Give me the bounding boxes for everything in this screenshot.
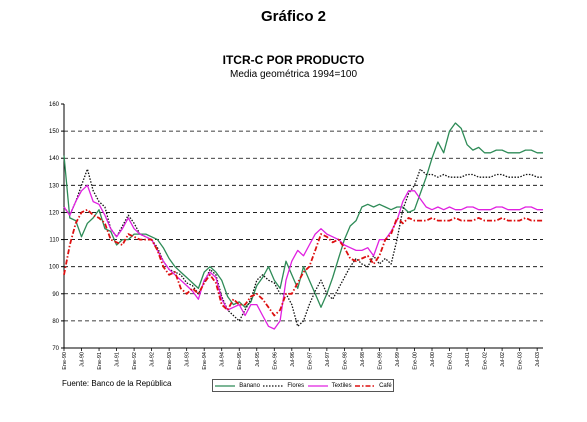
legend-label: Flores xyxy=(287,382,305,389)
x-tick-label: Jul-94 xyxy=(220,352,226,367)
x-tick-label: Jul-93 xyxy=(185,352,191,367)
x-tick-label: Jul-91 xyxy=(115,352,121,367)
source-note: Fuente: Banco de la República xyxy=(62,379,172,388)
legend-label: Café xyxy=(379,382,392,389)
x-tick-label: Ene-99 xyxy=(377,352,383,370)
x-tick-label: Ene-96 xyxy=(272,352,278,370)
y-tick-label: 120 xyxy=(49,210,60,216)
legend-item: Textiles xyxy=(307,383,352,389)
x-tick-label: Ene-95 xyxy=(237,352,243,370)
legend-label: Textiles xyxy=(331,382,352,389)
legend-swatch xyxy=(263,384,284,387)
x-tick-labels: Ene-90 Jul-90 Ene-91 Jul-91 Ene-92 Jul-92 Ene-… xyxy=(62,352,541,370)
y-tick-label: 70 xyxy=(52,346,59,352)
x-tick-label: Jul-98 xyxy=(360,352,366,367)
y-tick-label: 80 xyxy=(52,319,59,325)
legend-item: Flores xyxy=(262,383,304,389)
x-tick-label: Jul-02 xyxy=(500,352,506,367)
legend: Banano Flores Textiles Café xyxy=(212,379,394,392)
x-tick-label: Ene-93 xyxy=(167,352,173,370)
x-tick-label: Ene-01 xyxy=(448,352,454,370)
legend-swatch xyxy=(307,384,328,387)
chart-subtitle: Media geométrica 1994=100 xyxy=(229,69,358,80)
x-tick-label: Ene-02 xyxy=(483,352,489,370)
series-group xyxy=(63,122,543,330)
x-tick-label: Ene-03 xyxy=(518,352,524,370)
x-tick-label: Ene-91 xyxy=(97,352,103,370)
y-tick-label: 150 xyxy=(49,129,60,135)
y-tick-label: 130 xyxy=(49,183,60,189)
y-tick-label: 90 xyxy=(52,292,59,298)
legend-item: Café xyxy=(354,383,392,389)
x-tick-label: Jul-96 xyxy=(290,352,296,367)
x-tick-label: Jul-01 xyxy=(465,352,471,367)
x-tick-label: Ene-98 xyxy=(342,352,348,370)
x-tick-label: Jul-95 xyxy=(255,352,261,367)
legend-item: Banano xyxy=(214,383,260,389)
y-tick-label: 110 xyxy=(49,238,59,244)
y-tick-label: 140 xyxy=(49,156,60,162)
x-tick-label: Jul-03 xyxy=(535,352,541,367)
y-tick-label: 100 xyxy=(49,265,60,271)
series-line-banano xyxy=(63,122,543,308)
axes xyxy=(61,103,543,351)
chart-title: ITCR-C POR PRODUCTO xyxy=(222,53,365,67)
series-line-flores xyxy=(63,168,543,327)
x-tick-label: Jul-99 xyxy=(395,352,401,367)
legend-label: Banano xyxy=(239,382,260,389)
x-tick-label: Ene-94 xyxy=(202,352,208,370)
x-tick-label: Ene-97 xyxy=(307,352,313,370)
x-tick-label: Ene-00 xyxy=(412,352,418,370)
legend-swatch xyxy=(355,384,376,387)
series-line-textiles xyxy=(63,184,543,330)
x-tick-label: Ene-92 xyxy=(132,352,138,370)
x-tick-label: Jul-92 xyxy=(150,352,156,367)
x-tick-label: Jul-00 xyxy=(430,352,436,367)
x-tick-label: Jul-97 xyxy=(325,352,331,367)
x-tick-label: Jul-90 xyxy=(80,352,86,367)
legend-swatch xyxy=(215,384,236,387)
x-tick-label: Ene-90 xyxy=(62,352,68,370)
y-tick-labels: 70 80 90 100 110 120 130 140 150 160 xyxy=(49,102,60,352)
figure-title: Gráfico 2 xyxy=(260,8,327,25)
y-tick-label: 160 xyxy=(49,102,60,108)
